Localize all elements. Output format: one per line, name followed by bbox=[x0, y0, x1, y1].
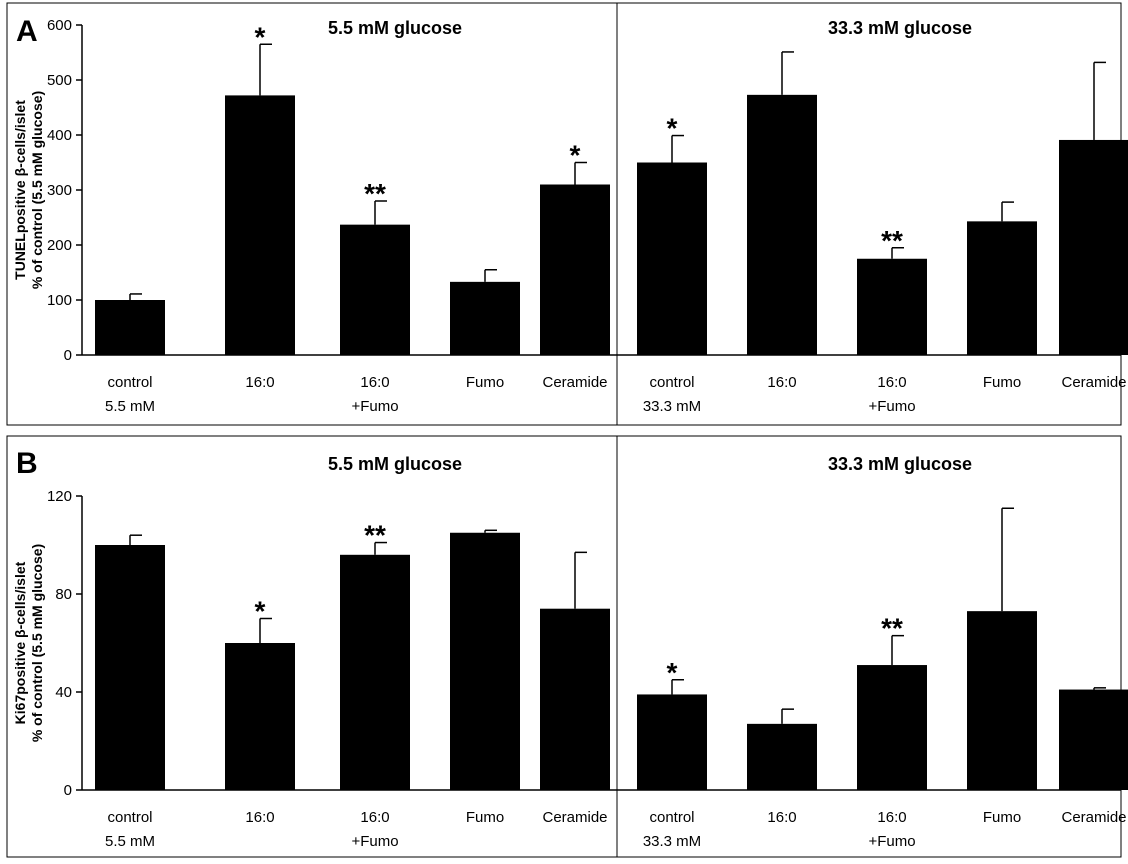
significance-marker: ** bbox=[364, 178, 386, 209]
y-tick-label: 120 bbox=[47, 488, 72, 505]
bar bbox=[747, 723, 817, 790]
bar bbox=[637, 694, 707, 790]
y-axis-label: % of control (5.5 mM glucose) bbox=[29, 91, 45, 289]
significance-marker: * bbox=[667, 657, 678, 688]
x-category-label: 16:0 bbox=[245, 374, 274, 391]
significance-marker: * bbox=[570, 140, 581, 171]
bar bbox=[225, 95, 295, 356]
bar bbox=[450, 532, 520, 790]
significance-marker: * bbox=[255, 596, 266, 627]
bar bbox=[95, 545, 165, 790]
bar-group-2: 33.3 mM glucose * control 33.3 mM 16:0 ** 16:0… bbox=[637, 454, 1128, 850]
x-category-label: control bbox=[107, 374, 152, 391]
panel-a: A 0 100 200 300 400 500 600 TUNELpositive β-cell… bbox=[6, 2, 1128, 426]
bar bbox=[857, 258, 927, 355]
x-category-label: 16:0 bbox=[767, 374, 796, 391]
x-category-label: 16:0 bbox=[360, 374, 389, 391]
x-category-label: 16:0 bbox=[877, 374, 906, 391]
x-category-label: Fumo bbox=[983, 809, 1021, 826]
y-axis-label: TUNELpositive β-cells/islet bbox=[12, 100, 28, 280]
panel-b: B 0 40 80 120 Ki67positive β-cells/islet% of … bbox=[6, 435, 1128, 858]
bar bbox=[857, 665, 927, 790]
y-tick-label: 600 bbox=[47, 17, 72, 34]
y-axis-label: % of control (5.5 mM glucose) bbox=[29, 544, 45, 742]
bar bbox=[967, 611, 1037, 790]
x-category-label: +Fumo bbox=[351, 833, 398, 850]
x-category-label: +Fumo bbox=[868, 398, 915, 415]
significance-marker: ** bbox=[881, 613, 903, 644]
group-title: 5.5 mM glucose bbox=[328, 18, 462, 38]
y-tick-label: 0 bbox=[64, 782, 72, 799]
x-category-label: 33.3 mM bbox=[643, 398, 701, 415]
significance-marker: * bbox=[255, 21, 266, 52]
bar-group-2: 33.3 mM glucose * control 33.3 mM 16:0 ** 16:0… bbox=[637, 18, 1128, 415]
y-tick-label: 200 bbox=[47, 237, 72, 254]
x-category-label: Fumo bbox=[466, 374, 504, 391]
y-tick-label: 40 bbox=[55, 684, 72, 701]
bar bbox=[450, 281, 520, 355]
x-category-label: control bbox=[649, 809, 694, 826]
x-category-label: +Fumo bbox=[351, 398, 398, 415]
y-tick-label: 400 bbox=[47, 127, 72, 144]
y-axis-label: Ki67positive β-cells/islet bbox=[12, 561, 28, 724]
x-category-label: control bbox=[649, 374, 694, 391]
group-title: 33.3 mM glucose bbox=[828, 18, 972, 38]
y-tick-label: 500 bbox=[47, 72, 72, 89]
x-category-label: +Fumo bbox=[868, 833, 915, 850]
bar bbox=[225, 643, 295, 790]
x-category-label: 16:0 bbox=[360, 809, 389, 826]
significance-marker: * bbox=[667, 113, 678, 144]
bar bbox=[340, 554, 410, 790]
significance-marker: ** bbox=[364, 520, 386, 551]
bar bbox=[1059, 689, 1128, 790]
y-tick-label: 0 bbox=[64, 347, 72, 364]
y-tick-label: 80 bbox=[55, 586, 72, 603]
bar-group-1: 5.5 mM glucose control 5.5 mM * 16:0 ** 16:0 +F… bbox=[95, 18, 610, 415]
x-category-label: Fumo bbox=[983, 374, 1021, 391]
bar bbox=[340, 224, 410, 355]
x-category-label: 33.3 mM bbox=[643, 833, 701, 850]
x-category-label: Ceramide bbox=[542, 809, 607, 826]
group-title: 5.5 mM glucose bbox=[328, 454, 462, 474]
bar bbox=[95, 300, 165, 355]
group-title: 33.3 mM glucose bbox=[828, 454, 972, 474]
bar bbox=[967, 221, 1037, 355]
panel-frame bbox=[6, 435, 1122, 858]
x-category-label: 16:0 bbox=[877, 809, 906, 826]
panel-letter: B bbox=[16, 447, 38, 480]
bar bbox=[747, 94, 817, 355]
bar bbox=[540, 184, 610, 355]
x-category-label: 16:0 bbox=[767, 809, 796, 826]
y-tick-label: 100 bbox=[47, 292, 72, 309]
y-tick-label: 300 bbox=[47, 182, 72, 199]
x-category-label: 16:0 bbox=[245, 809, 274, 826]
x-category-label: Ceramide bbox=[1061, 809, 1126, 826]
x-category-label: Ceramide bbox=[542, 374, 607, 391]
significance-marker: ** bbox=[881, 225, 903, 256]
bar-group-1: 5.5 mM glucose control 5.5 mM * 16:0 ** 16:0 +F… bbox=[95, 454, 610, 850]
panel-letter: A bbox=[16, 15, 38, 48]
x-category-label: 5.5 mM bbox=[105, 833, 155, 850]
bar bbox=[1059, 139, 1128, 355]
x-category-label: Ceramide bbox=[1061, 374, 1126, 391]
x-category-label: Fumo bbox=[466, 809, 504, 826]
x-category-label: 5.5 mM bbox=[105, 398, 155, 415]
bar bbox=[540, 608, 610, 790]
x-category-label: control bbox=[107, 809, 152, 826]
bar bbox=[637, 162, 707, 355]
